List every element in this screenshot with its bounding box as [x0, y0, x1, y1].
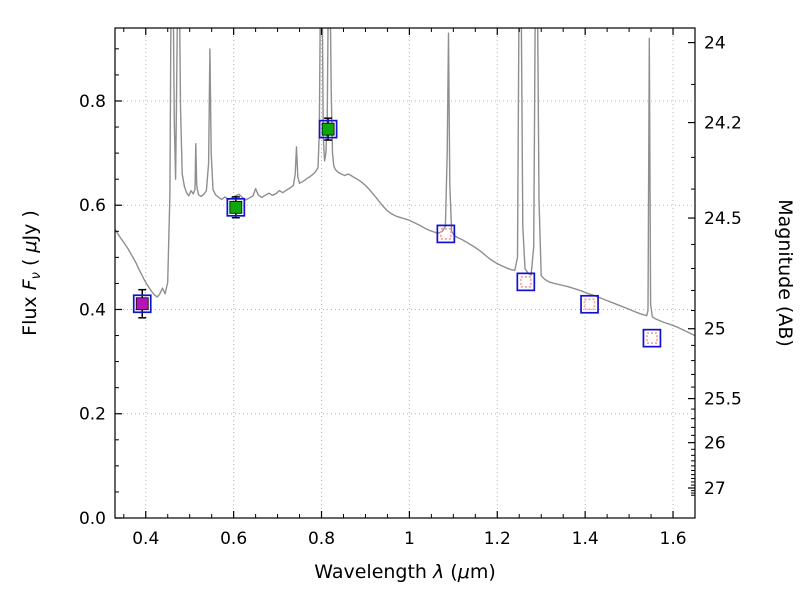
x-tick-label: 1	[404, 529, 415, 549]
x-tick-label: 0.6	[220, 529, 247, 549]
photometry-point-detection	[132, 288, 152, 319]
filled-square-marker	[321, 122, 335, 136]
outer-square-marker	[642, 328, 662, 348]
magnitude-tick-label: 24.5	[704, 209, 742, 229]
photometry-point-model	[580, 294, 599, 314]
photometry-point-model	[642, 328, 662, 348]
tick-labels: 0.4 0.6 0.8 1 1.2 1.4 1.6 0.0 0.2 0.4 0.6 0.8 24 24.2…	[79, 34, 742, 549]
y-tick-label: 0.8	[79, 92, 106, 112]
model-square-marker	[519, 276, 532, 288]
y-tick-label: 0.6	[79, 196, 106, 216]
filled-square-marker	[229, 200, 243, 214]
outer-square-marker	[516, 272, 536, 292]
x-axis-label: Wavelength λ (μm)	[314, 561, 495, 583]
magnitude-tick-label: 25.5	[704, 390, 742, 410]
y-tick-label: 0.2	[79, 405, 106, 425]
axes-frame	[114, 27, 696, 519]
photometry-point-model	[516, 272, 536, 292]
model-square-marker	[646, 332, 658, 345]
model-square-marker	[440, 228, 452, 240]
y-axis-label-right: Magnitude (AB)	[774, 199, 796, 347]
x-tick-label: 1.6	[660, 529, 687, 549]
x-tick-label: 1.4	[572, 529, 599, 549]
photometry-points	[132, 117, 662, 348]
y-tick-label: 0.0	[79, 509, 106, 529]
outer-square-marker	[132, 294, 152, 314]
photometry-point-model	[436, 224, 456, 244]
y-tick-label: 0.4	[79, 300, 106, 320]
grid	[115, 28, 695, 518]
magnitude-tick-label: 27	[704, 479, 726, 499]
ticks	[115, 28, 695, 519]
photometry-point-detection	[318, 117, 338, 141]
outer-square-marker	[436, 224, 456, 244]
outer-square-marker	[318, 119, 338, 139]
model-square-marker	[583, 298, 596, 311]
outer-square-marker	[226, 197, 246, 217]
y-axis-label-left: Flux Fν ( μJy )	[19, 210, 44, 336]
magnitude-tick-label: 24	[704, 34, 726, 54]
outer-square-marker	[580, 294, 599, 314]
x-tick-label: 0.4	[132, 529, 159, 549]
magnitude-tick-label: 24.2	[704, 114, 742, 134]
photometry-point-detection	[226, 196, 246, 219]
filled-square-marker	[135, 297, 149, 311]
magnitude-tick-label: 26	[704, 434, 726, 454]
magnitude-tick-label: 25	[704, 320, 726, 340]
x-tick-label: 0.8	[308, 529, 335, 549]
minor-ticks	[115, 28, 695, 518]
spectrum-line	[115, 28, 695, 337]
x-tick-label: 1.2	[484, 529, 511, 549]
